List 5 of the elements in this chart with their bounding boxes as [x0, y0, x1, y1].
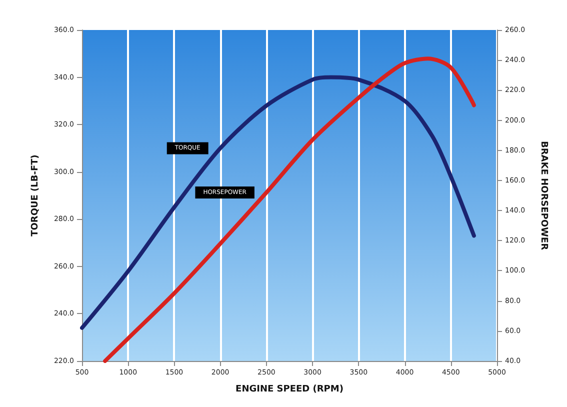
y2-axis-title: BRAKE HORSEPOWER: [538, 140, 548, 250]
y-axis-title: TORQUE (LB-FT): [30, 154, 40, 236]
line-series: [103, 56, 476, 363]
line-series: [80, 75, 476, 330]
x-axis-title: ENGINE SPEED (RPM): [236, 384, 344, 394]
